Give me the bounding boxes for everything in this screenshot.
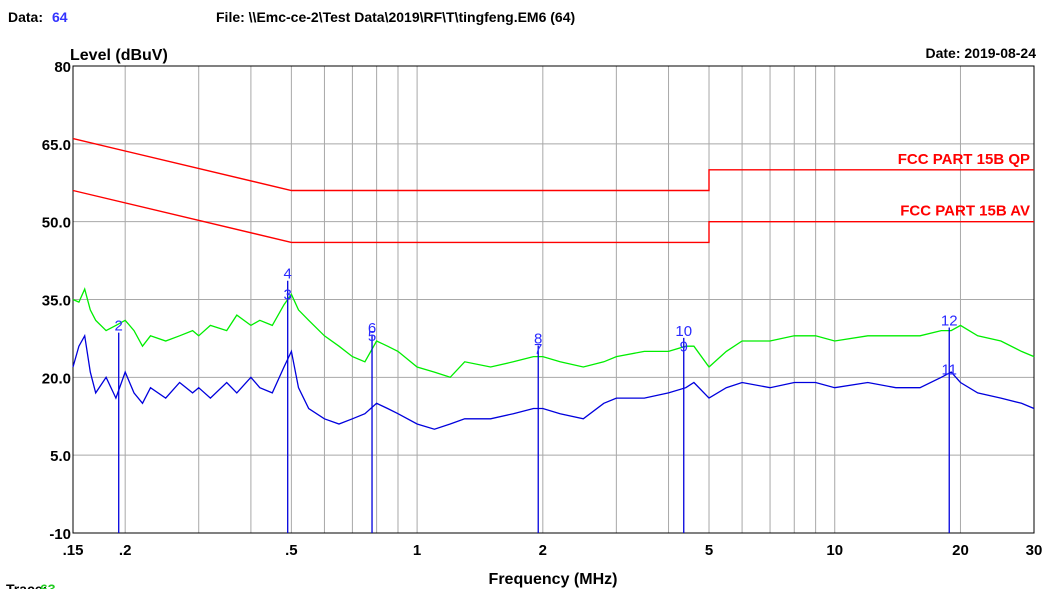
limit-lines: FCC PART 15B QP FCC PART 15B AV <box>72 137 1034 244</box>
y-tick-label: 50.0 <box>42 215 71 232</box>
marker-label: 10 <box>675 323 692 340</box>
y-tick-labels: 80 65.0 50.0 35.0 20.0 5.0 -10 <box>42 59 71 543</box>
marker-label: 9 <box>680 338 688 355</box>
file-path: File: \\Emc-ce-2\Test Data\2019\RF\T\tin… <box>216 9 575 25</box>
y-axis-title: Level (dBuV) <box>70 47 168 64</box>
marker-label: 4 <box>284 266 292 283</box>
trace-green <box>72 287 1035 379</box>
x-tick-label: .15 <box>63 542 84 559</box>
marker-label: 2 <box>115 318 123 335</box>
limit-line <box>72 189 1034 244</box>
x-tick-label: .2 <box>119 542 132 559</box>
limit-label: FCC PART 15B AV <box>900 203 1030 220</box>
x-tick-label: 20 <box>952 542 969 559</box>
data-value: 64 <box>52 9 68 25</box>
trace-blue <box>72 333 1035 430</box>
trace-series <box>72 287 1035 430</box>
x-tick-label: 5 <box>705 542 713 559</box>
gridlines <box>73 66 1034 533</box>
marker-label: 7 <box>534 341 542 358</box>
y-tick-label: 80 <box>54 59 71 76</box>
marker-label: 3 <box>284 287 292 304</box>
y-tick-label: 5.0 <box>50 448 71 465</box>
trace-label: Trace: <box>6 581 47 589</box>
marker-label: 8 <box>534 331 542 348</box>
data-label: Data: <box>8 9 43 25</box>
marker-label: 12 <box>941 312 958 329</box>
x-tick-label: 1 <box>413 542 421 559</box>
marker-label: 5 <box>368 328 376 345</box>
trace-value: 63 <box>40 581 56 589</box>
limit-line <box>72 137 1034 192</box>
date-label: Date: 2019-08-24 <box>925 45 1036 61</box>
x-tick-labels: .15 .2 .5 1 2 5 10 20 30 <box>63 542 1043 559</box>
y-tick-label: 20.0 <box>42 370 71 387</box>
x-tick-label: .5 <box>285 542 298 559</box>
y-tick-label: 65.0 <box>42 137 71 154</box>
y-tick-label: 35.0 <box>42 293 71 310</box>
x-axis-title: Frequency (MHz) <box>489 571 618 588</box>
x-tick-label: 30 <box>1026 542 1043 559</box>
x-tick-label: 2 <box>539 542 547 559</box>
y-tick-label: -10 <box>49 526 71 543</box>
marker-label: 6 <box>368 320 376 337</box>
x-tick-label: 10 <box>826 542 843 559</box>
marker-label: 11 <box>941 362 957 379</box>
limit-label: FCC PART 15B QP <box>898 151 1030 168</box>
